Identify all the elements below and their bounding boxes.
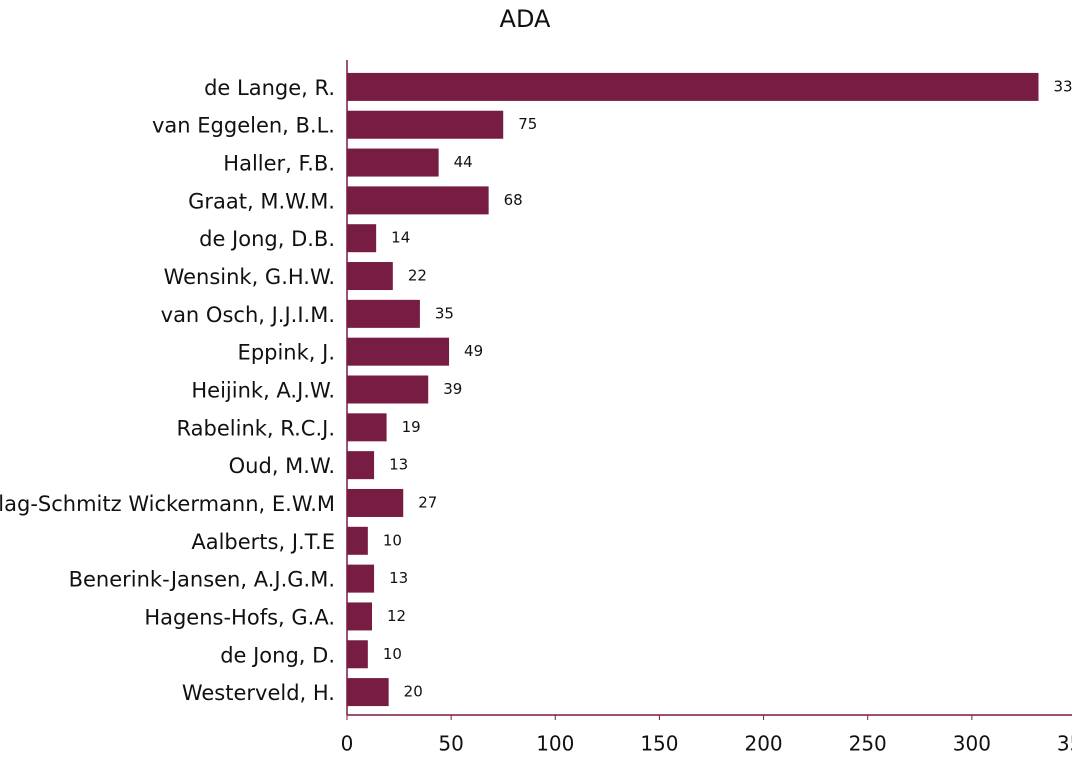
x-tick-label: 100 xyxy=(536,732,574,756)
value-label: 10 xyxy=(383,645,402,663)
value-label: 22 xyxy=(408,267,427,285)
value-label: 75 xyxy=(518,115,537,133)
bar xyxy=(347,186,489,215)
value-label: 332 xyxy=(1054,77,1072,95)
value-label: 14 xyxy=(391,229,410,247)
y-tick-label: van Eggelen, B.L. xyxy=(152,114,335,138)
bar xyxy=(347,299,420,328)
y-tick-label: Benerink-Jansen, A.J.G.M. xyxy=(69,568,335,592)
bar xyxy=(347,451,375,480)
y-tick-label: de Jong, D.B. xyxy=(199,227,335,251)
value-label: 27 xyxy=(418,493,437,511)
y-tick-label: Eppink, J. xyxy=(238,341,335,365)
chart-title: ADA xyxy=(500,5,551,33)
y-tick-label: Westerveld, H. xyxy=(182,681,335,705)
x-tick-label: 0 xyxy=(341,732,354,756)
y-tick-label: van Osch, J.J.I.M. xyxy=(161,303,335,327)
y-tick-label: de Lange, R. xyxy=(204,76,335,100)
y-tick-label: Hagens-Hofs, G.A. xyxy=(144,605,335,629)
bar xyxy=(347,148,439,177)
y-tick-label: ltslag-Schmitz Wickermann, E.W.M xyxy=(0,492,335,516)
value-label: 68 xyxy=(504,191,523,209)
bar xyxy=(347,640,368,669)
bar xyxy=(347,337,450,366)
bar xyxy=(347,678,389,707)
bar xyxy=(347,488,404,517)
y-tick-label: Haller, F.B. xyxy=(223,152,335,176)
y-tick-label: Wensink, G.H.W. xyxy=(164,265,335,289)
y-tick-label: Rabelink, R.C.J. xyxy=(177,416,335,440)
y-tick-label: Graat, M.W.M. xyxy=(188,189,335,213)
value-label: 13 xyxy=(389,456,408,474)
value-label: 49 xyxy=(464,342,483,360)
bar xyxy=(347,72,1039,101)
value-label: 12 xyxy=(387,607,406,625)
y-tick-label: de Jong, D. xyxy=(220,643,335,667)
bar xyxy=(347,375,429,404)
bar xyxy=(347,602,372,631)
y-tick-label: Oud, M.W. xyxy=(229,454,335,478)
x-tick-label: 50 xyxy=(438,732,463,756)
x-tick-label: 200 xyxy=(744,732,782,756)
bar xyxy=(347,526,368,555)
y-tick-label: Heijink, A.J.W. xyxy=(191,379,335,403)
value-label: 39 xyxy=(443,380,462,398)
bar xyxy=(347,224,377,253)
value-label: 13 xyxy=(389,569,408,587)
bar xyxy=(347,262,393,291)
x-tick-label: 300 xyxy=(953,732,991,756)
value-label: 10 xyxy=(383,531,402,549)
y-tick-label: Aalberts, J.T.E xyxy=(191,530,335,554)
value-label: 20 xyxy=(404,683,423,701)
bar xyxy=(347,564,375,593)
value-label: 35 xyxy=(435,304,454,322)
x-tick-label: 350 xyxy=(1057,732,1072,756)
x-tick-label: 150 xyxy=(640,732,678,756)
x-tick-label: 250 xyxy=(849,732,887,756)
bar xyxy=(347,413,387,442)
value-label: 44 xyxy=(454,153,473,171)
bar xyxy=(347,110,504,139)
value-label: 19 xyxy=(402,418,421,436)
